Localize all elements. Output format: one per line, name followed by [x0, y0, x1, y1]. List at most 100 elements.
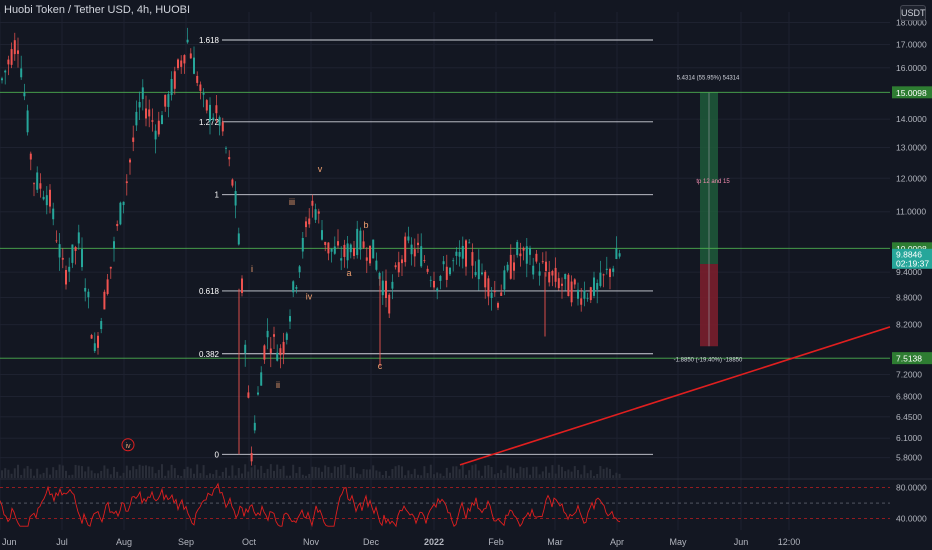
volume-bar: [468, 470, 471, 478]
candle-body: [596, 283, 599, 290]
volume-bar: [279, 469, 282, 478]
volume-bar: [167, 470, 170, 478]
candle-body: [481, 272, 483, 275]
candle-body: [314, 209, 317, 220]
volume-bar: [301, 474, 304, 478]
target-label: 5.4314 (55.95%) 54314: [677, 76, 740, 82]
volume-bar: [186, 466, 189, 478]
candle-body: [135, 111, 138, 126]
wave-label: iv: [306, 292, 313, 302]
volume-bar: [490, 466, 493, 478]
volume-bar: [349, 467, 352, 478]
volume-bar: [55, 470, 58, 478]
candle-body: [455, 251, 458, 256]
fib-level-label: 0: [215, 450, 220, 459]
volume-bar: [484, 465, 487, 478]
level-price-tag: [892, 352, 932, 365]
candle-body: [68, 266, 71, 272]
volume-bar: [196, 464, 199, 478]
candle-body: [567, 274, 570, 297]
volume-bar: [503, 472, 506, 478]
symbol-title[interactable]: Huobi Token / Tether USD, 4h, HUOBI: [4, 4, 191, 16]
time-tick-label: Mar: [547, 537, 563, 547]
candle-body: [90, 334, 93, 339]
volume-bar: [65, 470, 67, 478]
volume-bar: [509, 467, 512, 478]
candle-body: [218, 117, 221, 126]
candle-body: [154, 130, 157, 140]
volume-bar: [218, 475, 221, 478]
volume-bar: [183, 469, 186, 478]
candle-body: [247, 392, 250, 398]
time-tick-label: Nov: [303, 537, 320, 547]
volume-bar: [215, 469, 218, 478]
volume-bar: [202, 465, 205, 478]
candle-body: [33, 183, 35, 185]
candle-body: [39, 183, 42, 189]
volume-bar: [413, 468, 416, 478]
volume-bar: [359, 474, 362, 478]
candle-body: [487, 278, 490, 297]
candle-body: [196, 75, 199, 83]
volume-bar: [10, 473, 13, 478]
volume-bar: [273, 470, 275, 478]
volume-bar: [193, 473, 195, 478]
time-tick-label: Apr: [610, 537, 624, 547]
candle-body: [420, 246, 423, 267]
volume-bar: [516, 473, 519, 478]
oscillator-tick-label: 40.0000: [896, 513, 927, 523]
candle-body: [225, 147, 227, 149]
fib-level-label: 1.272: [199, 118, 220, 127]
candle-body: [250, 453, 253, 462]
candle-body: [564, 273, 567, 280]
volume-bar: [170, 464, 173, 478]
volume-bar: [545, 466, 547, 478]
candle-body: [362, 241, 365, 248]
volume-bar: [471, 465, 474, 478]
candle-body: [407, 236, 410, 241]
volume-bar: [113, 466, 115, 478]
candle-body: [71, 244, 74, 263]
price-tick-label: 8.8000: [896, 292, 922, 302]
candle-body: [445, 266, 448, 280]
volume-bar: [157, 469, 160, 478]
volume-bar: [557, 464, 560, 478]
wave-label: ii: [276, 380, 280, 390]
volume-bar: [68, 475, 71, 478]
volume-bar: [525, 467, 528, 478]
volume-bar: [474, 464, 477, 478]
volume-bar: [282, 465, 285, 478]
candle-body: [365, 257, 368, 261]
volume-bar: [135, 469, 138, 478]
volume-bar: [609, 468, 611, 478]
volume-bar: [132, 466, 135, 478]
volume-bar: [426, 473, 429, 478]
volume-bar: [148, 466, 151, 478]
volume-bar: [445, 467, 448, 478]
candle-body: [202, 93, 205, 95]
volume-bar: [442, 475, 445, 478]
candle-body: [359, 230, 362, 250]
volume-bar: [141, 465, 144, 478]
price-tick-label: 12.0000: [896, 173, 927, 183]
candle-body: [295, 287, 298, 289]
volume-bar: [285, 475, 288, 478]
volume-bar: [433, 474, 435, 478]
candle-body: [308, 218, 311, 225]
volume-bar: [119, 475, 122, 478]
currency-badge[interactable]: USDT: [900, 5, 926, 21]
volume-bar: [577, 469, 579, 478]
candle-body: [397, 262, 400, 273]
candle-body: [145, 108, 147, 119]
volume-bar: [212, 474, 215, 478]
candle-body: [381, 280, 384, 296]
candle-body: [241, 278, 243, 294]
volume-bar: [276, 464, 279, 478]
candle-body: [170, 79, 173, 96]
volume-bar: [580, 474, 583, 478]
candle-body: [81, 249, 83, 268]
candle-body: [442, 261, 445, 265]
candle-body: [93, 343, 96, 352]
volume-bar: [250, 467, 253, 478]
